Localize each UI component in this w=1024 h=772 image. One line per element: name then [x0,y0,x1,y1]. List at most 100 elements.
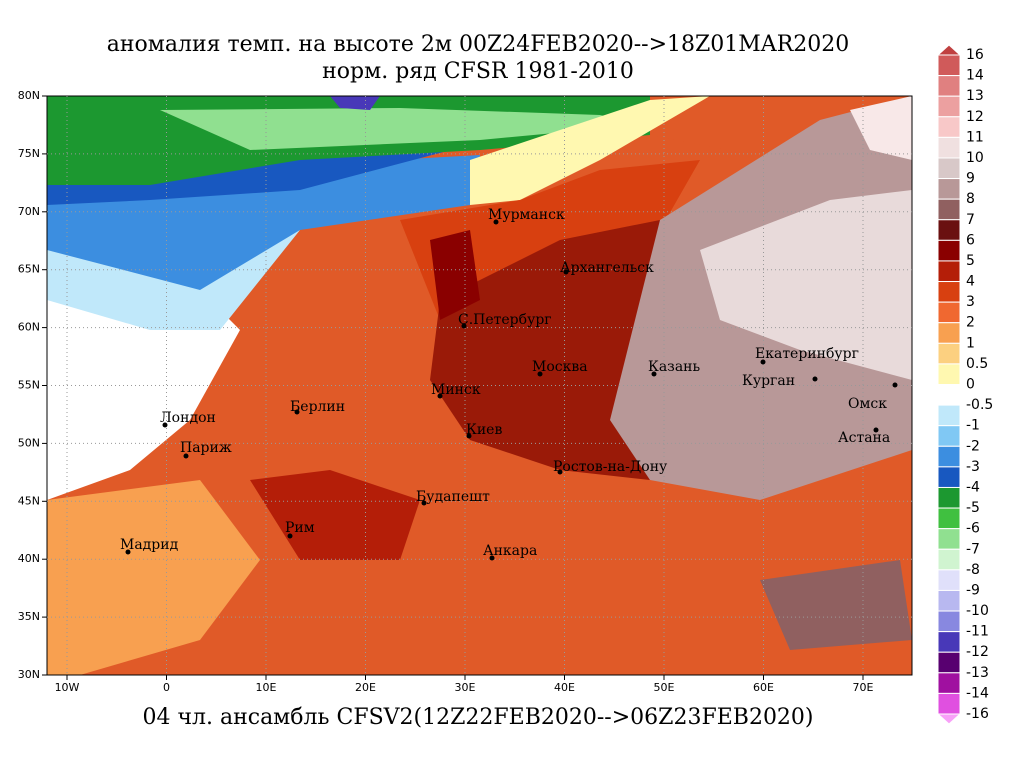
city-dot [760,359,766,365]
colorbar-swatch [937,631,961,653]
city-label: Курган [742,373,795,389]
caption: 04 чл. ансамбль CFSV2(12Z22FEB2020-->06Z… [142,705,813,730]
city-label: Берлин [290,399,345,415]
city-dot [461,323,467,329]
city-dot [421,500,427,506]
colorbar-label: 1 [966,335,975,351]
city-dot [125,549,131,555]
colorbar-label: -2 [966,438,980,454]
lon-label: 40E [554,681,575,694]
lat-label: 60N [18,321,40,334]
colorbar-label: -3 [966,459,980,475]
lat-label: 75N [18,147,40,160]
colorbar-swatch [937,301,961,324]
city-dot [557,469,563,475]
city-label: Омск [848,396,887,412]
colorbar-label: 16 [966,47,984,63]
city-label: Будапешт [416,489,490,505]
city-label: Казань [648,359,700,375]
colorbar-label: 3 [966,294,975,310]
colorbar-swatch [937,239,961,262]
city-label: Мадрид [120,537,179,553]
city-dot [162,422,168,428]
colorbar-label: -5 [966,500,980,516]
colorbar-swatch [937,672,961,694]
colorbar-swatch [937,384,961,406]
colorbar-label: -8 [966,562,980,578]
city-dot [466,433,472,439]
city-dot [873,427,879,433]
colorbar-swatch [937,425,961,447]
colorbar-swatch [937,95,961,118]
lat-label: 30N [18,668,40,681]
city-label: Париж [180,440,232,456]
colorbar-label: -12 [966,644,989,660]
colorbar-label: -11 [966,624,989,640]
lat-label: 70N [18,205,40,218]
colorbar-swatch [937,136,961,159]
city-label: Ростов-на-Дону [553,459,668,475]
city-label: Киев [466,422,502,438]
colorbar-swatch [937,342,961,365]
colorbar-label: -9 [966,582,980,598]
lat-label: 40N [18,552,40,565]
colorbar-label: 12 [966,109,984,125]
city-label: Лондон [160,410,216,426]
lon-label: 20E [355,681,376,694]
colorbar-swatch [937,486,961,509]
city-label: Минск [431,382,481,398]
city-dot [287,533,293,539]
city-label: С.Петербург [458,312,552,328]
colorbar-label: -13 [966,665,989,681]
lat-label: 45N [18,494,40,507]
colorbar-swatch [937,54,961,77]
colorbar-label: -7 [966,541,980,557]
colorbar-swatch [937,281,961,303]
colorbar-swatch [937,219,961,241]
colorbar-label: 4 [966,274,975,290]
colorbar-label: 9 [966,171,975,187]
colorbar-label: -0.5 [966,397,993,413]
colorbar-swatch [937,610,961,633]
city-label: Москва [532,359,588,375]
lat-label: 80N [18,89,40,102]
colorbar-label: 14 [966,68,984,84]
colorbar-swatch [937,198,961,221]
colorbar-swatch [937,466,961,488]
colorbar-label: 6 [966,232,975,248]
colorbar-label: 8 [966,191,975,207]
colorbar-swatch [937,178,961,200]
city-dot [563,269,569,275]
city-dot [489,555,495,561]
colorbar-swatch [937,528,961,550]
colorbar-label: -16 [966,706,989,722]
lon-label: 60E [753,681,774,694]
city-label: Рим [285,520,315,536]
lon-label: 0 [163,681,170,694]
city-dot [892,382,898,388]
lon-label: 10W [55,681,80,694]
colorbar-swatch [937,651,961,674]
colorbar: 16 14 13 12 11 10 9 8 7 6 5 4 3 2 1 0.5 0 -0.5 -1 -2 -3 -4 -5 -… [936,44,993,725]
lon-label: 30E [455,681,476,694]
city-dot [294,409,300,415]
colorbar-swatch [937,692,961,715]
colorbar-label: 5 [966,253,975,269]
colorbar-swatch [937,404,961,427]
city-label: Астана [838,430,890,446]
colorbar-label: 0 [966,377,975,393]
city-label: Мурманск [488,207,565,223]
city-dot [437,393,443,399]
lat-label: 50N [18,436,40,449]
city-label: Анкара [483,543,537,559]
colorbar-triangle [936,713,962,725]
lon-label: 70E [853,681,874,694]
colorbar-label: 10 [966,150,984,166]
anomaly-field [46,95,913,676]
colorbar-label: -6 [966,521,980,537]
colorbar-swatch [937,260,961,283]
colorbar-swatch [937,322,961,344]
colorbar-label: -10 [966,603,989,619]
lon-label: 50E [654,681,675,694]
